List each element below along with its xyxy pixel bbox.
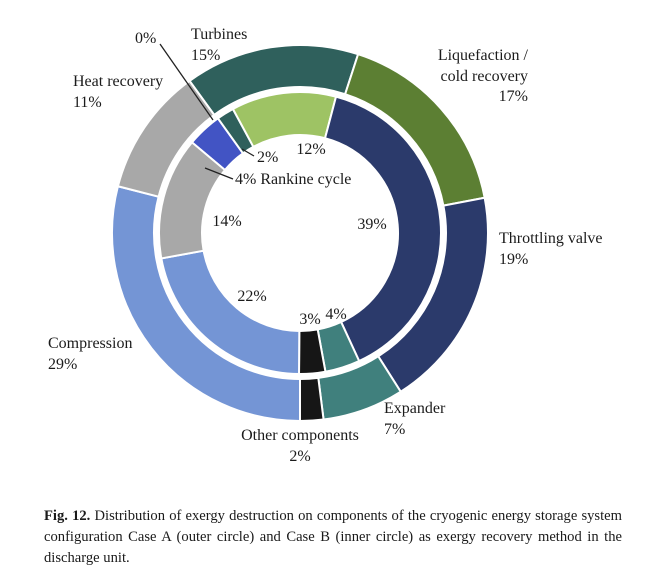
caption-label: Fig. 12.	[44, 507, 91, 524]
chart-label-turbines-inner: 2%	[257, 149, 279, 166]
caption-text: Distribution of exergy destruction on co…	[44, 507, 622, 566]
chart-label-heat-recovery-inner: 14%	[212, 213, 242, 230]
donut-chart	[111, 43, 489, 423]
chart-label-expander-outer: Expander 7%	[384, 400, 446, 438]
slice-case-a-outer-other-components	[299, 376, 325, 423]
chart-label-expander-inner: 4%	[325, 306, 347, 323]
slice-case-b-inner-heat-recovery	[158, 141, 226, 260]
leader-rankine-inner	[204, 167, 234, 180]
chart-label-other-outer: Other components 2%	[241, 427, 359, 465]
slice-case-a-outer-heat-recovery	[116, 79, 216, 198]
chart-label-compression-outer: Compression 29%	[48, 335, 133, 373]
chart-label-other-inner: 3%	[299, 311, 321, 328]
chart-label-heat-recovery-outer: Heat recovery 11%	[73, 73, 164, 111]
chart-label-rankine-inner: 4% Rankine cycle	[235, 171, 352, 188]
chart-label-rankine-outer-0pct: 0%	[135, 30, 157, 47]
chart-label-throttling-outer: Throttling valve 19%	[499, 230, 603, 268]
leader-rankine-outer	[159, 43, 214, 121]
chart-label-compression-inner: 22%	[237, 288, 267, 305]
slice-case-b-inner-liquefaction-cold-recovery	[231, 91, 338, 148]
chart-label-liquefaction-outer: Liquefaction / cold recovery 17%	[437, 47, 528, 105]
slice-case-b-inner-throttling-valve	[324, 95, 442, 362]
chart-label-turbines-outer: Turbines 15%	[191, 26, 248, 64]
chart-label-throttling-inner: 39%	[357, 216, 387, 233]
figure-caption: Fig. 12. Distribution of exergy destruct…	[44, 506, 622, 569]
leader-turbines-inner	[241, 148, 255, 157]
chart-label-liquefaction-inner: 12%	[296, 141, 326, 158]
